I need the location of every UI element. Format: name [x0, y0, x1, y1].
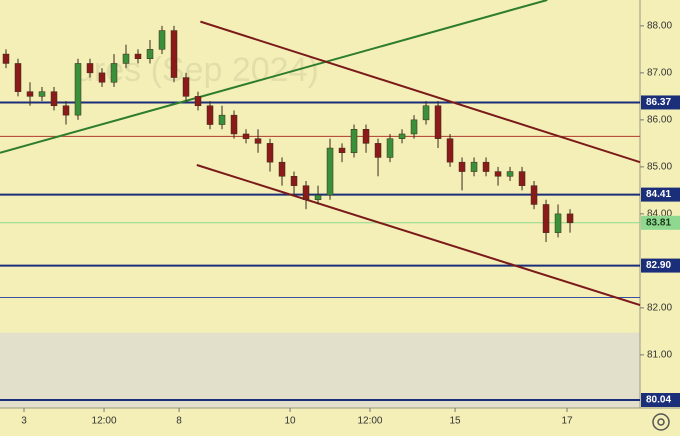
- candle-body: [38, 91, 46, 97]
- candle-body: [122, 53, 130, 64]
- shaded-zone: [0, 332, 640, 408]
- candle-body: [182, 77, 190, 97]
- candle-body: [446, 138, 454, 163]
- candle-body: [314, 194, 322, 201]
- candle-body: [434, 105, 442, 139]
- candle-body: [50, 91, 58, 107]
- candle-body: [458, 161, 466, 172]
- candle-body: [530, 185, 538, 205]
- candle-body: [470, 161, 478, 172]
- candle-body: [206, 105, 214, 125]
- candle-body: [482, 161, 490, 172]
- candle-body: [410, 119, 418, 135]
- candle-body: [98, 72, 106, 83]
- candle-body: [494, 171, 502, 177]
- candle-body: [386, 138, 394, 158]
- candle-body: [290, 176, 298, 186]
- y-tick-label: 82.00: [647, 303, 672, 314]
- candle-body: [542, 204, 550, 233]
- level-label: 86.37: [646, 97, 671, 108]
- current-price-box: [641, 215, 680, 230]
- candle-body: [2, 53, 10, 64]
- candle-body: [146, 49, 154, 60]
- x-tick-label: 17: [561, 416, 573, 427]
- candle-body: [506, 171, 514, 177]
- level-label: 80.04: [646, 395, 671, 406]
- trend-line: [0, 0, 548, 154]
- candle-body: [158, 30, 166, 50]
- y-tick-label: 88.00: [647, 20, 672, 31]
- candle-body: [362, 129, 370, 144]
- candle-body: [134, 53, 142, 60]
- y-tick-label: 81.00: [647, 350, 672, 361]
- candle-body: [350, 129, 358, 154]
- y-tick-label: 85.00: [647, 162, 672, 173]
- candle-body: [218, 114, 226, 125]
- candle-body: [398, 133, 406, 139]
- x-tick-label: 10: [284, 416, 296, 427]
- x-tick-label: 8: [176, 416, 182, 427]
- candle-body: [554, 213, 562, 233]
- y-tick-label: 86.00: [647, 115, 672, 126]
- settings-icon[interactable]: [652, 413, 670, 431]
- x-axis-area: [0, 408, 680, 436]
- candle-body: [110, 63, 118, 83]
- candle-body: [194, 96, 202, 107]
- candle-body: [254, 138, 262, 144]
- candle-body: [326, 147, 334, 196]
- level-label-box: [641, 393, 680, 408]
- candle-body: [374, 143, 382, 158]
- candle-body: [422, 105, 430, 121]
- level-label-box: [641, 95, 680, 110]
- trend-line: [200, 20, 641, 164]
- candle-body: [86, 63, 94, 74]
- level-label-box: [641, 258, 680, 273]
- candle-body: [518, 171, 526, 186]
- candle-body: [62, 105, 70, 116]
- y-tick-label: 84.00: [647, 209, 672, 220]
- candle-body: [278, 161, 286, 177]
- trend-line: [196, 164, 641, 307]
- candle-body: [566, 213, 574, 224]
- candle-body: [26, 91, 34, 97]
- candle-body: [266, 143, 274, 163]
- candle-body: [74, 63, 82, 116]
- candle-body: [338, 147, 346, 154]
- level-label: 84.41: [646, 189, 671, 200]
- x-tick-label: 12:00: [357, 416, 382, 427]
- candle-body: [302, 185, 310, 201]
- level-label-box: [641, 187, 680, 202]
- candle-body: [14, 63, 22, 92]
- x-tick-label: 3: [21, 416, 27, 427]
- candle-body: [170, 30, 178, 78]
- y-tick-label: 87.00: [647, 67, 672, 78]
- candle-body: [230, 114, 238, 135]
- level-label: 82.90: [646, 260, 671, 271]
- current-price-label: 83.81: [646, 217, 671, 228]
- candle-body: [242, 133, 250, 139]
- x-tick-label: 15: [450, 416, 462, 427]
- x-tick-label: 12:00: [92, 416, 117, 427]
